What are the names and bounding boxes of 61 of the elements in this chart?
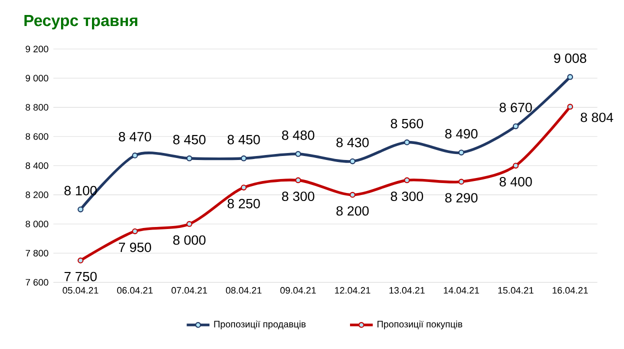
- data-label: 8 470: [118, 132, 152, 142]
- data-label: 8 300: [282, 192, 314, 202]
- point: [458, 178, 464, 185]
- x-tick-label: 09.04.21: [280, 287, 316, 294]
- x-tick-label: 13.04.21: [389, 287, 425, 294]
- y-tick-label: 9 000: [26, 74, 48, 82]
- data-label: 8 200: [336, 206, 369, 216]
- point: [240, 155, 247, 162]
- data-label: 8 290: [445, 193, 478, 203]
- point: [567, 104, 574, 110]
- point: [186, 221, 192, 227]
- data-label: 7 950: [118, 242, 152, 252]
- point: [78, 206, 84, 212]
- x-tick-label: 12.04.21: [335, 287, 370, 294]
- y-tick-label: 8 800: [26, 104, 48, 111]
- x-tick-label: 05.04.21: [62, 287, 98, 294]
- data-label: 8 450: [228, 134, 260, 144]
- x-tick-label: 14.04.21: [444, 287, 480, 294]
- point: [350, 158, 356, 164]
- point: [404, 177, 410, 184]
- data-label: 8 490: [445, 129, 478, 138]
- point: [567, 74, 574, 80]
- x-tick-label: 06.04.21: [117, 287, 153, 294]
- data-label: 8 450: [173, 134, 206, 144]
- x-tick-label: 15.04.21: [498, 287, 534, 294]
- point: [512, 123, 519, 130]
- data-label: 8 000: [173, 235, 206, 245]
- data-label: 8 560: [390, 118, 424, 128]
- data-label: 8 480: [282, 130, 314, 140]
- y-tick-label: 8 000: [26, 220, 48, 228]
- data-label: 7 750: [64, 272, 97, 282]
- data-label: 8 670: [500, 102, 532, 112]
- y-tick-label: 8 600: [26, 133, 48, 140]
- legend-label: Пропозиції покупців: [378, 320, 462, 330]
- x-tick-label: 07.04.21: [172, 287, 208, 294]
- legend-label: Пропозиції продавців: [214, 320, 306, 330]
- point: [458, 150, 464, 156]
- point: [78, 258, 84, 264]
- y-tick-label: 9 200: [26, 46, 48, 52]
- point: [295, 177, 302, 184]
- data-label: 8 430: [336, 138, 369, 148]
- data-label: 8 804: [580, 112, 614, 122]
- x-tick-label: 08.04.21: [226, 287, 262, 294]
- point: [132, 228, 138, 234]
- point: [512, 162, 519, 169]
- point: [132, 152, 138, 158]
- point: [240, 184, 247, 190]
- point: [350, 192, 356, 198]
- data-label: 9 008: [554, 54, 586, 63]
- y-tick-label: 8 400: [26, 162, 48, 169]
- y-tick-label: 8 200: [26, 192, 48, 198]
- chart-title: Ресурс травня: [24, 15, 138, 30]
- x-tick-label: 16.04.21: [552, 287, 588, 294]
- y-tick-label: 7 600: [26, 279, 48, 286]
- point: [295, 151, 302, 157]
- data-label: 8 400: [500, 177, 532, 186]
- data-label: 8 250: [228, 198, 260, 208]
- point: [404, 139, 410, 146]
- data-label: 8 300: [390, 192, 424, 202]
- y-tick-label: 7 800: [26, 250, 48, 256]
- point: [186, 155, 192, 162]
